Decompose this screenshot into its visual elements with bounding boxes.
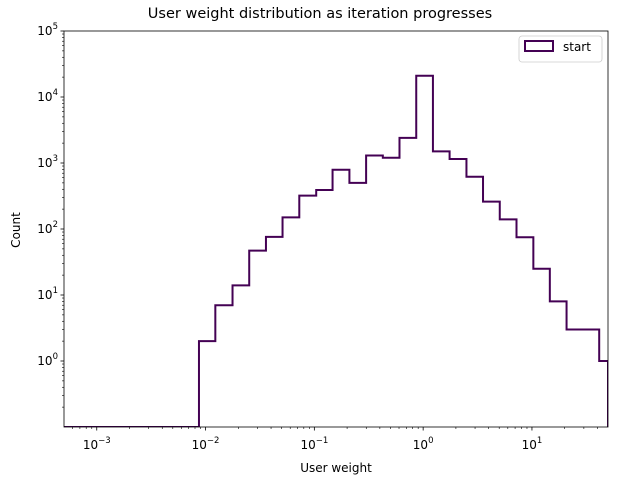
y-tick-label: 102 (37, 220, 58, 236)
x-tick-label: 101 (522, 436, 543, 452)
x-tick-label: 10−3 (83, 436, 111, 452)
x-axis-label: User weight (300, 461, 372, 475)
legend-box (518, 35, 603, 63)
y-axis-label: Count (9, 212, 23, 248)
x-tick-label: 10−2 (192, 436, 220, 452)
legend: start (518, 35, 603, 63)
x-tick-label: 10−1 (300, 436, 328, 452)
y-tick-label: 103 (37, 154, 58, 170)
y-tick-label: 101 (37, 286, 58, 302)
histogram-series-start (64, 74, 608, 427)
x-tick-label: 100 (413, 436, 434, 452)
axes-frame (63, 30, 609, 428)
y-axis: 100 101 102 103 104 105 (37, 22, 64, 408)
y-tick-label: 104 (37, 88, 58, 104)
plot-area (63, 30, 609, 428)
chart-title: User weight distribution as iteration pr… (148, 6, 492, 22)
legend-swatch (524, 40, 554, 52)
y-tick-label: 100 (37, 352, 58, 368)
y-tick-label: 105 (37, 22, 58, 38)
legend-label: start (563, 40, 591, 54)
x-axis: 10−3 10−2 10−1 100 101 (72, 427, 598, 452)
